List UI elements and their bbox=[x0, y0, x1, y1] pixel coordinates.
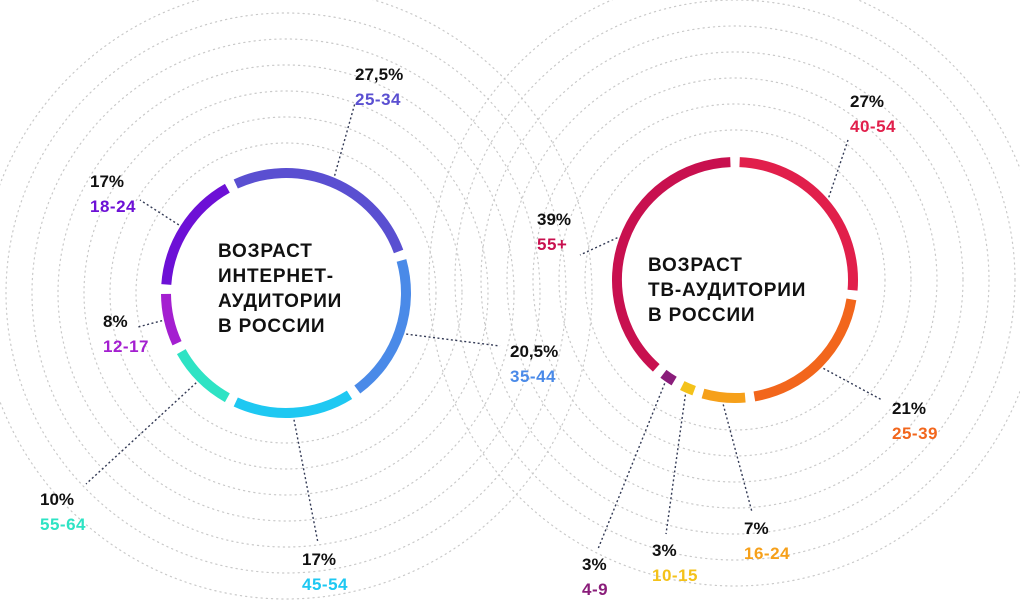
leader-line bbox=[579, 237, 618, 256]
slice-percent-label: 27% bbox=[850, 92, 884, 111]
slice-age-label: 4-9 bbox=[582, 580, 608, 599]
tv-audience-donut: 27% 40-54 21% 25-39 7% 16-24 3% 10-15 3% 4-9 39% 55… bbox=[537, 92, 938, 599]
leader-line bbox=[823, 367, 883, 401]
background-ring bbox=[584, 129, 886, 431]
title-line: ИНТЕРНЕТ- bbox=[218, 266, 334, 287]
slice-age-label: 40-54 bbox=[850, 117, 896, 136]
background-ring bbox=[31, 38, 541, 548]
background-ring bbox=[506, 51, 964, 509]
slice-percent-label: 3% bbox=[582, 555, 607, 574]
internet-audience-donut: 27,5% 25-34 20,5% 35-44 17% 45-54 10% 55-64 8% 12… bbox=[40, 65, 558, 594]
slice-age-label: 55+ bbox=[537, 235, 567, 254]
leader-line bbox=[665, 394, 687, 535]
slice-age-label: 55-64 bbox=[40, 515, 86, 534]
background-ring bbox=[558, 103, 912, 457]
slice-percent-label: 20,5% bbox=[510, 342, 558, 361]
background-ring bbox=[480, 25, 990, 535]
title-line: В РОССИИ bbox=[648, 305, 755, 326]
donut-slice-10-15 bbox=[680, 381, 696, 396]
leader-line bbox=[722, 404, 753, 513]
background-ring bbox=[454, 0, 1016, 561]
donut-slice-55+ bbox=[611, 157, 731, 372]
slice-percent-label: 10% bbox=[40, 490, 74, 509]
donut-slice-25-34 bbox=[233, 168, 404, 254]
slice-age-label: 25-39 bbox=[892, 424, 938, 443]
slice-age-label: 18-24 bbox=[90, 197, 136, 216]
donut-slice-55-64 bbox=[176, 349, 230, 403]
background-ring bbox=[57, 64, 515, 522]
slice-percent-label: 3% bbox=[652, 541, 677, 560]
donut-slice-18-24 bbox=[161, 183, 230, 285]
donut-slice-45-54 bbox=[233, 390, 353, 418]
leader-line bbox=[333, 102, 356, 176]
title-line: ВОЗРАСТ bbox=[648, 255, 743, 276]
slice-percent-label: 21% bbox=[892, 399, 926, 418]
background-ring bbox=[135, 142, 437, 444]
donut-slice-4-9 bbox=[660, 369, 677, 386]
slice-age-label: 25-34 bbox=[355, 90, 401, 109]
slice-age-label: 35-44 bbox=[510, 367, 556, 386]
leader-line bbox=[828, 139, 849, 198]
donut-slice-16-24 bbox=[701, 388, 746, 403]
background-ring bbox=[0, 0, 593, 600]
slice-age-label: 10-15 bbox=[652, 566, 698, 585]
donut-slice-12-17 bbox=[161, 293, 182, 346]
donut-slice-25-39 bbox=[753, 298, 857, 402]
leader-line bbox=[293, 419, 319, 544]
leader-line bbox=[597, 383, 666, 550]
background-ring bbox=[532, 77, 938, 483]
slice-age-label: 16-24 bbox=[744, 544, 790, 563]
slice-age-label: 12-17 bbox=[103, 337, 149, 356]
internet-donut-title: ВОЗРАСТ ИНТЕРНЕТ- АУДИТОРИИ В РОССИИ bbox=[218, 241, 348, 337]
title-line: ТВ-АУДИТОРИИ bbox=[648, 280, 806, 301]
title-line: АУДИТОРИИ bbox=[218, 291, 342, 312]
background-ring bbox=[109, 116, 463, 470]
slice-percent-label: 17% bbox=[90, 172, 124, 191]
slice-percent-label: 17% bbox=[302, 550, 336, 569]
donut-slice-35-44 bbox=[354, 259, 411, 394]
leader-line bbox=[137, 320, 163, 328]
slice-age-label: 45-54 bbox=[302, 575, 348, 594]
title-line: ВОЗРАСТ bbox=[218, 241, 313, 262]
leader-line bbox=[139, 199, 180, 226]
background-ring bbox=[5, 12, 567, 574]
background-ring bbox=[83, 90, 489, 496]
leader-line bbox=[406, 333, 501, 347]
title-line: В РОССИИ bbox=[218, 316, 325, 337]
slice-percent-label: 7% bbox=[744, 519, 769, 538]
slice-percent-label: 39% bbox=[537, 210, 571, 229]
donut-slice-40-54 bbox=[739, 157, 858, 291]
tv-donut-title: ВОЗРАСТ ТВ-АУДИТОРИИ В РОССИИ bbox=[648, 255, 812, 326]
slice-percent-label: 8% bbox=[103, 312, 128, 331]
slice-percent-label: 27,5% bbox=[355, 65, 403, 84]
